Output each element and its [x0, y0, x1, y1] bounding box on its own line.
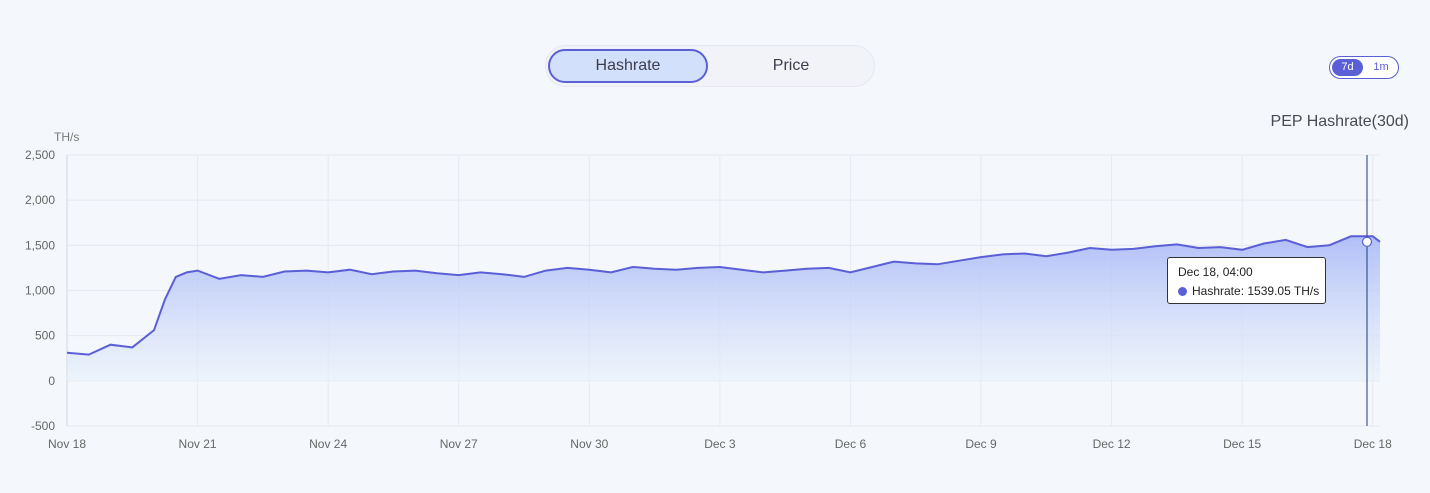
x-axis-ticks: Nov 18 Nov 21 Nov 24 Nov 27 Nov 30 Dec 3 Dec 6… — [48, 437, 1392, 451]
x-tick-label: Nov 18 — [48, 437, 86, 451]
x-tick-label: Nov 30 — [570, 437, 608, 451]
x-tick-label: Dec 6 — [835, 437, 867, 451]
tab-price[interactable]: Price — [772, 57, 810, 74]
y-tick-label: 2,500 — [25, 148, 55, 162]
chart-title: PEP Hashrate(30d) — [1270, 113, 1409, 130]
x-tick-label: Nov 24 — [309, 437, 347, 451]
y-tick-label: 1,500 — [25, 238, 55, 252]
tooltip-value: 1539.05 TH/s — [1247, 284, 1320, 298]
x-tick-label: Dec 12 — [1093, 437, 1131, 451]
tab-hashrate[interactable]: Hashrate — [548, 49, 708, 83]
x-tick-label: Dec 15 — [1223, 437, 1261, 451]
y-tick-label: 1,000 — [25, 284, 55, 298]
y-tick-label: 0 — [48, 374, 55, 388]
y-tick-label: -500 — [31, 419, 55, 433]
x-tick-label: Dec 18 — [1354, 437, 1392, 451]
hashrate-area — [67, 236, 1380, 381]
hashrate-line — [66, 235, 1381, 356]
y-axis-label: TH/s — [54, 130, 79, 144]
tooltip-series-dot — [1178, 287, 1187, 296]
range-1m-button[interactable]: 1m — [1373, 61, 1389, 73]
tooltip-value-row: Hashrate1539.05 TH/s — [1192, 284, 1319, 298]
time-range-toggle: 7d 1m — [1329, 56, 1399, 79]
tooltip-date: Dec 18, 04:00 — [1178, 265, 1253, 279]
x-tick-label: Nov 27 — [440, 437, 478, 451]
x-tick-label: Nov 21 — [179, 437, 217, 451]
y-tick-label: 500 — [35, 329, 55, 343]
range-7d-button[interactable]: 7d — [1332, 59, 1363, 76]
x-tick-label: Dec 9 — [965, 437, 997, 451]
x-tick-label: Dec 3 — [704, 437, 736, 451]
chart-type-tabs: Hashrate Price — [545, 45, 875, 87]
y-tick-label: 2,000 — [25, 193, 55, 207]
y-axis-ticks: 2,500 2,000 1,500 1,000 500 0 -500 — [25, 148, 55, 433]
hover-point-marker — [1361, 236, 1373, 247]
tooltip-series-name: Hashrate — [1192, 284, 1247, 298]
chart-tooltip: Dec 18, 04:00 Hashrate1539.05 TH/s — [1167, 257, 1326, 304]
